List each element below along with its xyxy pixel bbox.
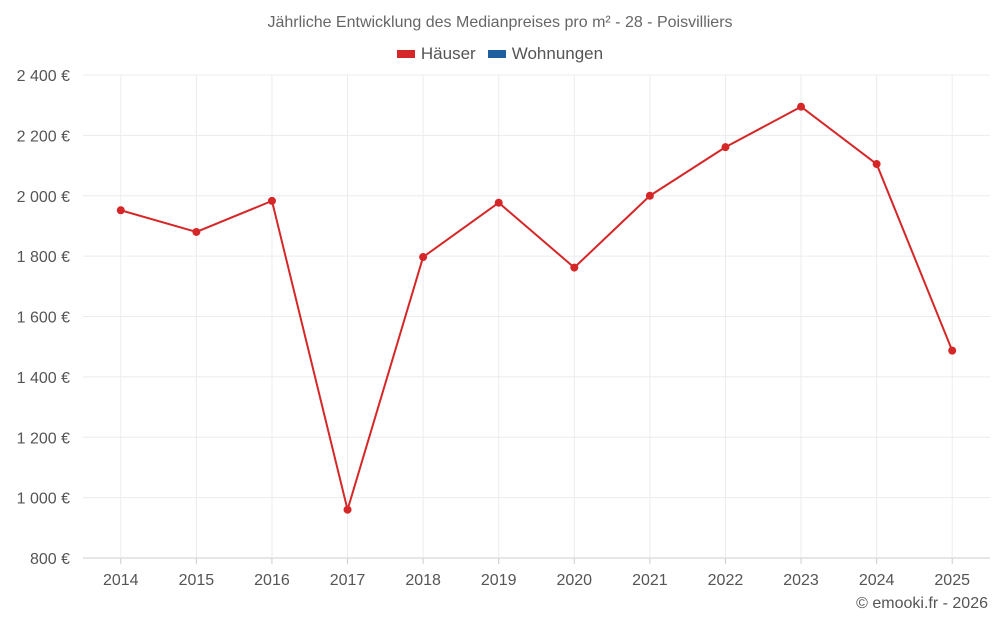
y-tick-label: 1 600 € [17,310,70,327]
legend-item-apartments[interactable]: Wohnungen [487,44,604,64]
data-point [192,227,201,236]
x-tick-label: 2025 [934,572,970,589]
data-point [494,198,503,207]
y-tick-label: 2 400 € [17,68,70,85]
data-point [948,346,957,355]
legend: Häuser Wohnungen [0,44,1000,64]
x-tick-label: 2014 [103,572,139,589]
y-tick-label: 2 000 € [17,189,70,206]
x-tick-label: 2019 [481,572,517,589]
legend-label-houses: Häuser [420,44,476,63]
x-tick-label: 2017 [330,572,366,589]
legend-swatch-houses [396,50,415,58]
x-tick-label: 2022 [708,572,744,589]
data-point [721,143,730,152]
data-point [872,160,881,169]
y-tick-label: 800 € [30,551,70,568]
x-tick-label: 2021 [632,572,668,589]
y-tick-label: 2 200 € [17,128,70,145]
x-tick-label: 2016 [254,572,290,589]
legend-item-houses[interactable]: Häuser [396,44,476,64]
series-line-0 [120,105,954,511]
data-point [343,505,352,514]
data-point [645,191,654,200]
data-point [116,206,125,215]
data-point [267,196,276,205]
x-tick-label: 2023 [783,572,819,589]
chart-title: Jährliche Entwicklung des Medianpreises … [267,14,733,31]
y-tick-label: 1 200 € [17,430,70,447]
x-tick-label: 2020 [556,572,592,589]
y-tick-label: 1 400 € [17,370,70,387]
x-tick-label: 2024 [859,572,895,589]
legend-swatch-apartments [487,50,506,58]
data-point [797,102,806,111]
x-tick-label: 2015 [179,572,215,589]
legend-label-apartments: Wohnungen [511,44,604,63]
y-tick-label: 1 800 € [17,249,70,266]
x-tick-label: 2018 [405,572,441,589]
copyright-credit: © emooki.fr - 2026 [856,595,988,612]
data-point [570,263,579,272]
data-point [419,253,428,262]
y-tick-label: 1 000 € [17,491,70,508]
